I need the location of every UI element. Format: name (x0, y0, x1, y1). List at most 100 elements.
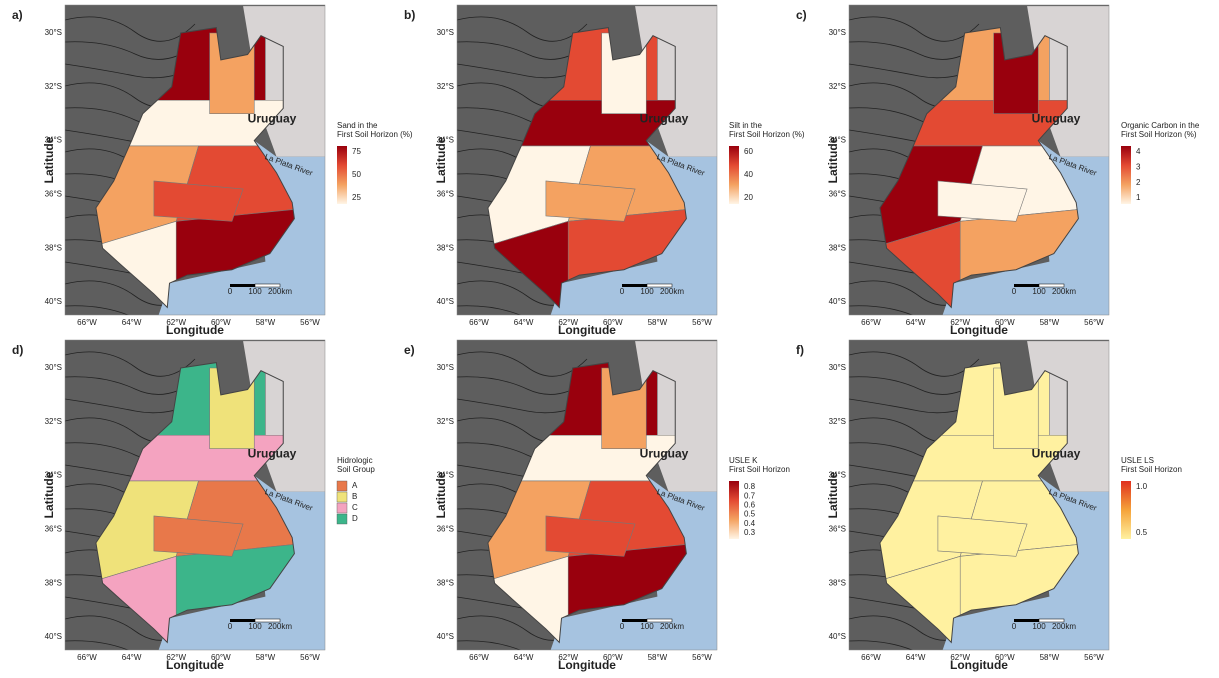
lon-tick-label: 64°W (514, 318, 534, 327)
lon-tick-label: 66°W (469, 653, 489, 662)
lat-tick-label: 30°S (437, 363, 454, 372)
legend-label: 60 (744, 147, 753, 156)
lat-tick-label: 38°S (829, 578, 846, 587)
y-axis-label: Latitude (434, 471, 448, 518)
map-panel: a)UruguayLa Plata River0100200km30°S32°S… (12, 5, 413, 337)
panel-letter: e) (404, 343, 415, 357)
legend-label: 0.4 (744, 519, 756, 528)
lon-tick-label: 66°W (77, 318, 97, 327)
legend-label: B (352, 492, 357, 501)
lat-tick-label: 40°S (437, 632, 454, 641)
legend-title: Organic Carbon in the (1121, 121, 1200, 130)
legend-label: 0.6 (744, 501, 756, 510)
panel-letter: d) (12, 343, 23, 357)
panel-letter: a) (12, 8, 23, 22)
legend-title: First Soil Horizon (729, 465, 790, 474)
legend-label: 0.7 (744, 491, 756, 500)
country-label: Uruguay (640, 446, 689, 460)
map-area (65, 340, 355, 664)
lat-tick-label: 36°S (45, 190, 62, 199)
lat-tick-label: 40°S (829, 297, 846, 306)
legend-label: A (352, 481, 358, 490)
lon-tick-label: 56°W (692, 318, 712, 327)
lon-tick-label: 58°W (1040, 653, 1060, 662)
scale-label: 200km (660, 622, 684, 631)
lon-tick-label: 66°W (861, 653, 881, 662)
lon-tick-label: 58°W (256, 318, 276, 327)
lat-tick-label: 36°S (437, 190, 454, 199)
legend-title: First Soil Horizon (%) (337, 130, 413, 139)
country-label: Uruguay (248, 111, 297, 125)
lat-tick-label: 30°S (437, 28, 454, 37)
panel-letter: b) (404, 8, 415, 22)
map-area (457, 340, 747, 664)
lat-tick-label: 40°S (45, 632, 62, 641)
scale-label: 100 (248, 287, 262, 296)
legend-title: Soil Group (337, 465, 375, 474)
lat-tick-label: 32°S (829, 82, 846, 91)
map-area (457, 5, 747, 329)
country-label: Uruguay (1032, 111, 1081, 125)
lat-tick-label: 40°S (437, 297, 454, 306)
legend-title: First Soil Horizon (%) (1121, 130, 1197, 139)
legend-colorbar (729, 481, 739, 539)
lat-tick-label: 38°S (437, 243, 454, 252)
lat-tick-label: 30°S (45, 363, 62, 372)
scale-label: 100 (248, 622, 262, 631)
map-panel: d)UruguayLa Plata River0100200km30°S32°S… (12, 340, 375, 672)
legend-label: 4 (1136, 147, 1141, 156)
scale-label: 200km (1052, 622, 1076, 631)
lon-tick-label: 58°W (648, 653, 668, 662)
scale-label: 0 (1012, 622, 1017, 631)
map-panel: f)UruguayLa Plata River0100200km30°S32°S… (796, 340, 1182, 672)
legend-label: 75 (352, 147, 361, 156)
lat-tick-label: 36°S (829, 190, 846, 199)
scale-label: 200km (268, 622, 292, 631)
scale-label: 0 (228, 622, 233, 631)
lat-tick-label: 32°S (437, 417, 454, 426)
lat-tick-label: 38°S (437, 578, 454, 587)
legend-title: USLE LS (1121, 456, 1154, 465)
lat-tick-label: 36°S (829, 525, 846, 534)
lat-tick-label: 30°S (829, 363, 846, 372)
lat-tick-label: 30°S (829, 28, 846, 37)
lat-tick-label: 40°S (45, 297, 62, 306)
scale-label: 100 (1032, 287, 1046, 296)
legend-label: 25 (352, 193, 361, 202)
lat-tick-label: 32°S (829, 417, 846, 426)
x-axis-label: Longitude (950, 323, 1008, 337)
lon-tick-label: 56°W (1084, 318, 1104, 327)
y-axis-label: Latitude (42, 471, 56, 518)
legend-title: First Soil Horizon (1121, 465, 1182, 474)
legend-label: 2 (1136, 178, 1141, 187)
legend-title: USLE K (729, 456, 758, 465)
y-axis-label: Latitude (826, 471, 840, 518)
lon-tick-label: 58°W (256, 653, 276, 662)
lat-tick-label: 32°S (45, 417, 62, 426)
scale-label: 100 (1032, 622, 1046, 631)
x-axis-label: Longitude (558, 658, 616, 672)
legend-title: First Soil Horizon (%) (729, 130, 805, 139)
scale-label: 0 (228, 287, 233, 296)
lon-tick-label: 58°W (1040, 318, 1060, 327)
lat-tick-label: 36°S (437, 525, 454, 534)
lon-tick-label: 64°W (906, 318, 926, 327)
scale-label: 200km (1052, 287, 1076, 296)
legend-label: 1.0 (1136, 482, 1148, 491)
legend-label: 50 (352, 170, 361, 179)
scale-label: 200km (268, 287, 292, 296)
panel-letter: f) (796, 343, 804, 357)
country-label: Uruguay (1032, 446, 1081, 460)
lat-tick-label: 38°S (45, 578, 62, 587)
scale-label: 100 (640, 287, 654, 296)
x-axis-label: Longitude (558, 323, 616, 337)
y-axis-label: Latitude (826, 136, 840, 183)
legend-colorbar (729, 146, 739, 204)
map-panel: b)UruguayLa Plata River0100200km30°S32°S… (404, 5, 805, 337)
lon-tick-label: 66°W (77, 653, 97, 662)
country-label: Uruguay (248, 446, 297, 460)
lon-tick-label: 64°W (906, 653, 926, 662)
panel-letter: c) (796, 8, 807, 22)
legend-title: Hidrologic (337, 456, 373, 465)
